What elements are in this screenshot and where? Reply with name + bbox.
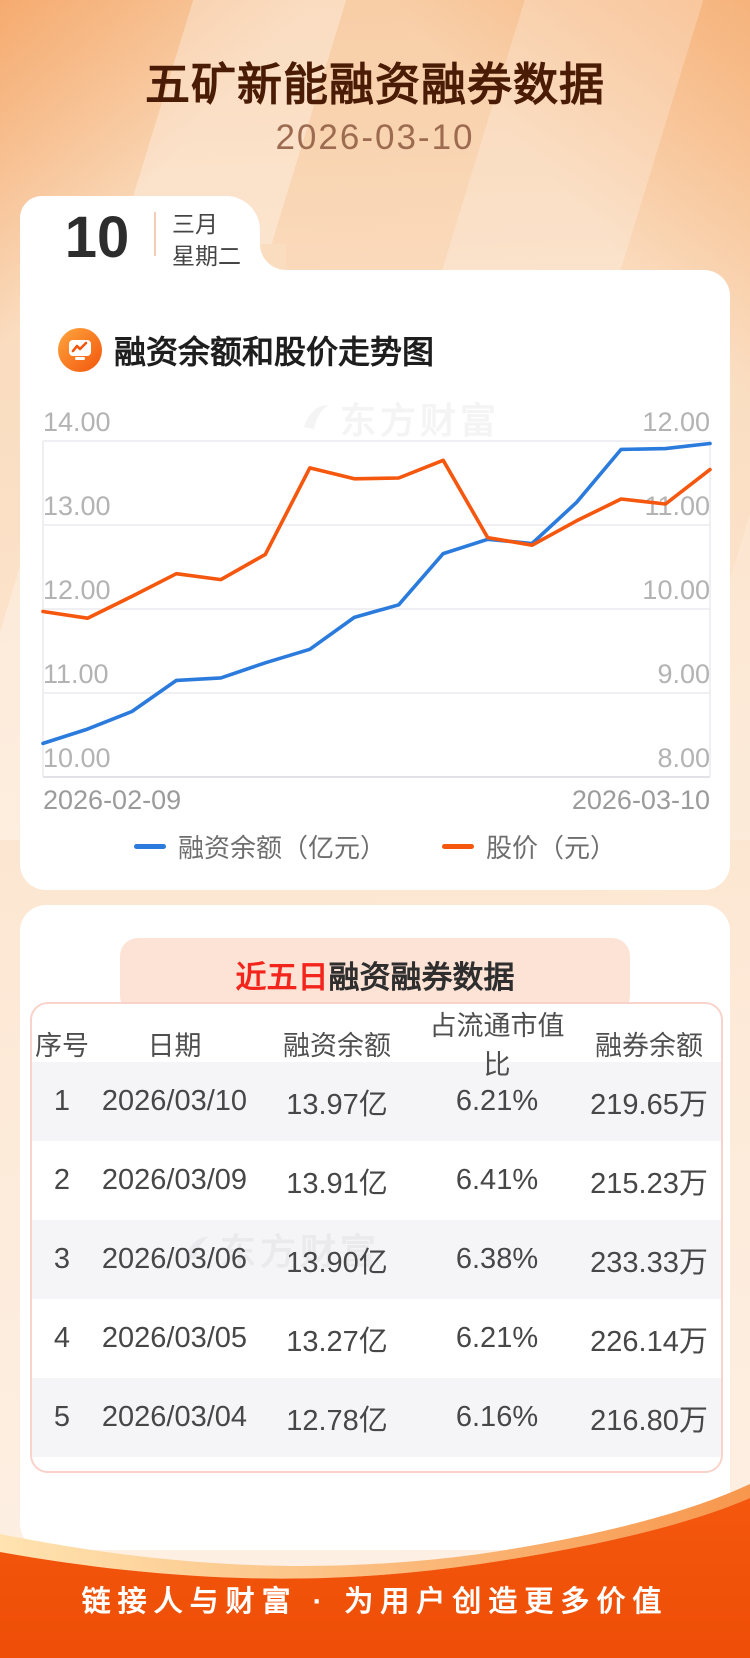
chart-legend: 融资余额（亿元） 股价（元） [20, 828, 730, 865]
table-cell: 2026/03/06 [101, 1243, 248, 1275]
table-cell: 1 [53, 1085, 71, 1117]
table-header-row: 序号 日期 融资余额 占流通市值比 融券余额 [32, 1004, 721, 1080]
table-row: 5 2026/03/04 12.78亿 6.16% 216.80万 [32, 1378, 721, 1457]
table-title: 近五日融资融券数据 [120, 952, 630, 997]
table-title-banner: 近五日融资融券数据 [120, 938, 630, 1014]
table-cell: 2026/03/05 [101, 1322, 248, 1354]
table-header-cell: 序号 [35, 1030, 89, 1061]
date-card: 10 三月 星期二 [20, 196, 260, 272]
svg-text:12.00: 12.00 [642, 407, 710, 437]
table-cell: 13.97亿 [286, 1088, 388, 1121]
table-cell: 215.23万 [590, 1167, 708, 1200]
table-header-cell: 融券余额 [595, 1030, 703, 1061]
table-cell: 2026/03/09 [101, 1164, 248, 1196]
table-cell: 2026/03/04 [101, 1401, 248, 1433]
legend-label: 融资余额（亿元） [177, 833, 386, 863]
date-card-weekday: 星期二 [172, 243, 241, 269]
table-title-rest: 融资融券数据 [328, 960, 515, 995]
table-cell: 2 [53, 1164, 71, 1196]
svg-text:10.00: 10.00 [43, 743, 111, 773]
margin-data-table: 序号 日期 融资余额 占流通市值比 融券余额 1 2026/03/10 13.97亿 6.21… [30, 1002, 723, 1473]
svg-text:9.00: 9.00 [657, 659, 710, 689]
table-cell: 6.41% [455, 1164, 539, 1196]
table-header-cell: 融资余额 [283, 1030, 391, 1061]
table-cell: 4 [53, 1322, 71, 1354]
svg-text:11.00: 11.00 [43, 659, 109, 689]
table-cell: 226.14万 [590, 1325, 708, 1358]
legend-label: 股价（元） [486, 833, 617, 863]
table-cell: 13.27亿 [286, 1325, 388, 1358]
legend-swatch [133, 844, 166, 849]
table-title-highlight: 近五日 [235, 960, 329, 995]
legend-item-0: 融资余额（亿元） [133, 828, 386, 865]
x-axis-end-label: 2026-03-10 [572, 785, 710, 815]
table-row: 4 2026/03/05 13.27亿 6.21% 226.14万 [32, 1299, 721, 1378]
x-axis-start-label: 2026-02-09 [43, 785, 181, 815]
table-row: 1 2026/03/10 13.97亿 6.21% 219.65万 [32, 1062, 721, 1141]
table-cell: 233.33万 [590, 1246, 708, 1279]
table-cell: 5 [53, 1401, 71, 1433]
table-cell: 13.90亿 [286, 1246, 388, 1279]
svg-text:13.00: 13.00 [43, 491, 111, 521]
table-cell: 13.91亿 [286, 1167, 388, 1200]
svg-text:12.00: 12.00 [43, 575, 111, 605]
table-cell: 3 [53, 1243, 71, 1275]
table-cell: 2026/03/10 [101, 1085, 248, 1117]
table-row: 2 2026/03/09 13.91亿 6.41% 215.23万 [32, 1141, 721, 1220]
table-header-cell: 占流通市值比 [429, 1011, 565, 1080]
table-header-cell: 日期 [147, 1030, 202, 1061]
table-row: 3 2026/03/06 13.90亿 6.38% 233.33万 [32, 1220, 721, 1299]
chart-section-title: 融资余额和股价走势图 [114, 334, 435, 370]
svg-text:10.00: 10.00 [642, 575, 710, 605]
footer-slogan: 链接人与财富 · 为用户创造更多价值 [81, 1586, 669, 1618]
table-cell: 216.80万 [590, 1404, 708, 1437]
date-card-day: 10 [64, 205, 130, 270]
table-card: 近五日融资融券数据 序号 日期 融资余额 占流通市值比 融券余额 1 2026/03/10… [20, 905, 730, 1550]
legend-swatch [442, 844, 474, 849]
footer-wave [0, 1484, 750, 1658]
chart-monitor-icon [58, 328, 102, 372]
table-cell: 6.16% [455, 1401, 539, 1433]
date-card-month: 三月 [172, 211, 218, 237]
chart-card: 融资余额和股价走势图 东方财富 14.00 12.00 13.00 11.00 12.0… [20, 270, 730, 890]
table-body: 1 2026/03/10 13.97亿 6.21% 219.65万 2 2026/03/09… [32, 1062, 721, 1457]
table-cell: 6.21% [455, 1322, 539, 1354]
table-cell: 6.38% [455, 1243, 539, 1275]
page-title: 五矿新能融资融券数据 [144, 59, 605, 110]
table-cell: 6.21% [455, 1085, 539, 1117]
date-card-divider [154, 212, 156, 256]
svg-text:14.00: 14.00 [43, 407, 111, 437]
table-cell: 219.65万 [590, 1088, 708, 1121]
chart-section-header: 融资余额和股价走势图 [58, 328, 434, 372]
page-date: 2026-03-10 [275, 118, 475, 157]
table-cell: 12.78亿 [286, 1404, 388, 1437]
legend-item-1: 股价（元） [442, 828, 616, 865]
svg-text:8.00: 8.00 [657, 743, 710, 773]
